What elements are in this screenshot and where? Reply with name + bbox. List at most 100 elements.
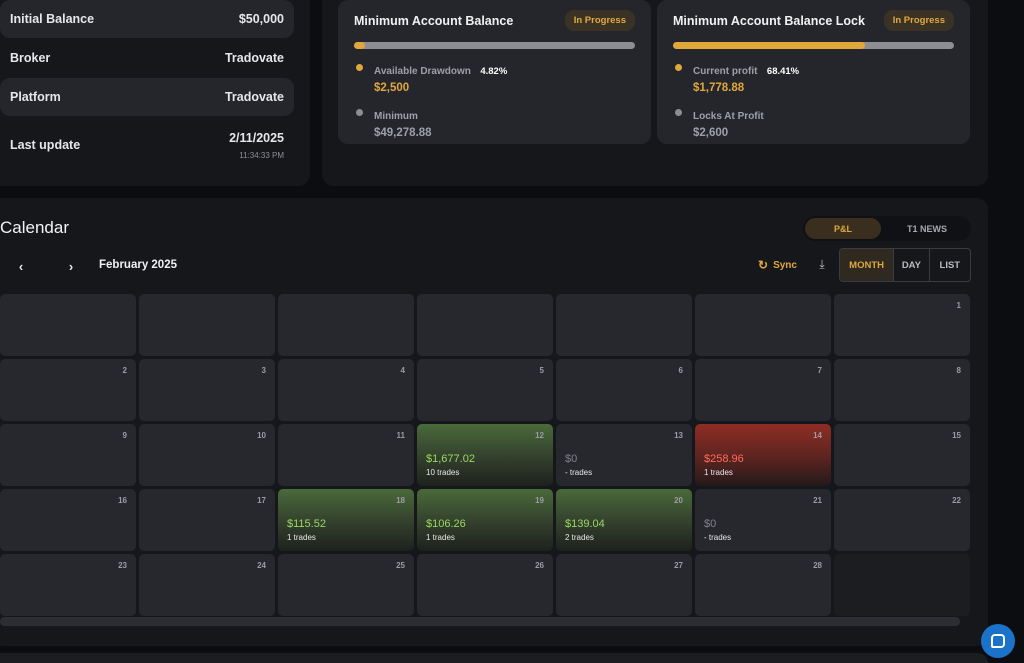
- calendar-title: Calendar: [0, 218, 69, 237]
- calendar-day[interactable]: [0, 294, 136, 356]
- progress-fill: [673, 42, 866, 49]
- calendar-day[interactable]: 21 $0 - trades: [695, 489, 831, 551]
- card-title: Minimum Account Balance: [354, 13, 514, 28]
- day-trades: - trades: [704, 533, 732, 542]
- day-number: 4: [400, 366, 405, 375]
- calendar-day[interactable]: 3: [139, 359, 275, 421]
- calendar-day[interactable]: [834, 554, 970, 616]
- day-pnl: $0: [565, 453, 578, 465]
- info-label: Broker: [10, 51, 51, 65]
- day-number: 9: [122, 431, 127, 440]
- bottom-panel-edge: [0, 653, 988, 663]
- day-number: 18: [396, 496, 405, 505]
- calendar-day[interactable]: 19 $106.26 1 trades: [417, 489, 553, 551]
- calendar-day[interactable]: 16: [0, 489, 136, 551]
- day-pnl: $258.96: [704, 453, 744, 465]
- objectives-panel: Minimum Account Balance In Progress Avai…: [322, 0, 988, 186]
- day-trades: 1 trades: [287, 533, 316, 542]
- calendar-day[interactable]: 12 $1,677.02 10 trades: [417, 424, 553, 486]
- calendar-day[interactable]: [417, 294, 553, 356]
- day-number: 28: [813, 561, 822, 570]
- dot-icon: [356, 109, 363, 116]
- calendar-day[interactable]: 18 $115.52 1 trades: [278, 489, 414, 551]
- stat-current-profit: Current profit 68.41% $1,778.88: [673, 61, 954, 94]
- stat-label: Locks At Profit: [693, 111, 764, 122]
- horizontal-scrollbar[interactable]: [0, 617, 960, 626]
- toggle-pnl[interactable]: P&L: [805, 218, 881, 239]
- info-row-broker: Broker Tradovate: [0, 39, 294, 77]
- calendar-day[interactable]: 4: [278, 359, 414, 421]
- day-number: 14: [813, 431, 822, 440]
- day-number: 25: [396, 561, 405, 570]
- calendar-day[interactable]: 17: [139, 489, 275, 551]
- card-title: Minimum Account Balance Lock: [673, 13, 865, 28]
- day-number: 11: [396, 431, 405, 440]
- calendar-day[interactable]: 7: [695, 359, 831, 421]
- day-number: 3: [261, 366, 266, 375]
- calendar-day[interactable]: [556, 294, 692, 356]
- calendar-day[interactable]: 26: [417, 554, 553, 616]
- day-number: 24: [257, 561, 266, 570]
- download-icon[interactable]: ⤓: [819, 256, 825, 271]
- calendar-day[interactable]: 23: [0, 554, 136, 616]
- chevron-left-icon[interactable]: ‹: [18, 258, 24, 274]
- toggle-t1-news[interactable]: T1 NEWS: [906, 223, 947, 234]
- calendar-day[interactable]: 10: [139, 424, 275, 486]
- calendar-day[interactable]: 15: [834, 424, 970, 486]
- day-number: 12: [535, 431, 544, 440]
- info-label: Initial Balance: [10, 12, 95, 26]
- stat-minimum: Minimum $49,278.88: [354, 106, 635, 139]
- calendar-day[interactable]: [139, 294, 275, 356]
- day-number: 15: [952, 431, 961, 440]
- day-pnl: $0: [704, 518, 717, 530]
- calendar-day[interactable]: 24: [139, 554, 275, 616]
- chat-launcher-button[interactable]: [981, 624, 1015, 658]
- progress-bar: [673, 42, 954, 49]
- calendar-day[interactable]: 1: [834, 294, 970, 356]
- calendar-day[interactable]: 22: [834, 489, 970, 551]
- day-trades: 10 trades: [426, 468, 460, 477]
- sync-label: Sync: [773, 259, 797, 271]
- sync-button[interactable]: ↻ Sync: [758, 258, 797, 272]
- calendar-day[interactable]: [695, 294, 831, 356]
- day-number: 5: [539, 366, 544, 375]
- stat-value: $49,278.88: [374, 127, 432, 139]
- calendar-day[interactable]: [278, 294, 414, 356]
- min-balance-card: Minimum Account Balance In Progress Avai…: [338, 0, 651, 144]
- progress-bar: [354, 42, 635, 49]
- calendar-day[interactable]: 20 $139.04 2 trades: [556, 489, 692, 551]
- day-number: 10: [257, 431, 266, 440]
- stat-label: Available Drawdown: [374, 66, 471, 77]
- calendar-day[interactable]: 8: [834, 359, 970, 421]
- calendar-day[interactable]: 2: [0, 359, 136, 421]
- calendar-day[interactable]: 6: [556, 359, 692, 421]
- calendar-day[interactable]: 11: [278, 424, 414, 486]
- stat-available-drawdown: Available Drawdown 4.82% $2,500: [354, 61, 635, 94]
- pnl-news-toggle: P&L T1 NEWS: [803, 216, 971, 241]
- day-number: 1: [956, 301, 961, 310]
- calendar-day[interactable]: 9: [0, 424, 136, 486]
- view-list-button[interactable]: LIST: [939, 259, 961, 271]
- calendar-day[interactable]: 13 $0 - trades: [556, 424, 692, 486]
- info-value: Tradovate: [224, 90, 284, 104]
- calendar-day[interactable]: 25: [278, 554, 414, 616]
- dot-icon: [675, 64, 682, 71]
- calendar-day[interactable]: 27: [556, 554, 692, 616]
- stat-percent: 68.41%: [766, 66, 800, 77]
- chevron-right-icon[interactable]: ›: [68, 258, 74, 274]
- day-number: 6: [678, 366, 683, 375]
- info-row-last-update: Last update 2/11/2025 11:34:33 PM: [0, 117, 294, 173]
- view-day-button[interactable]: DAY: [894, 249, 930, 281]
- day-number: 19: [535, 496, 544, 505]
- calendar-day[interactable]: 14 $258.96 1 trades: [695, 424, 831, 486]
- calendar-day[interactable]: 28: [695, 554, 831, 616]
- calendar-day[interactable]: 5: [417, 359, 553, 421]
- day-pnl: $139.04: [565, 518, 605, 530]
- day-number: 23: [118, 561, 127, 570]
- day-number: 7: [817, 366, 822, 375]
- day-number: 20: [674, 496, 683, 505]
- day-pnl: $115.52: [287, 518, 326, 530]
- view-month-button[interactable]: MONTH: [840, 249, 895, 281]
- stat-value: $2,600: [693, 127, 729, 139]
- chat-icon: [991, 634, 1005, 648]
